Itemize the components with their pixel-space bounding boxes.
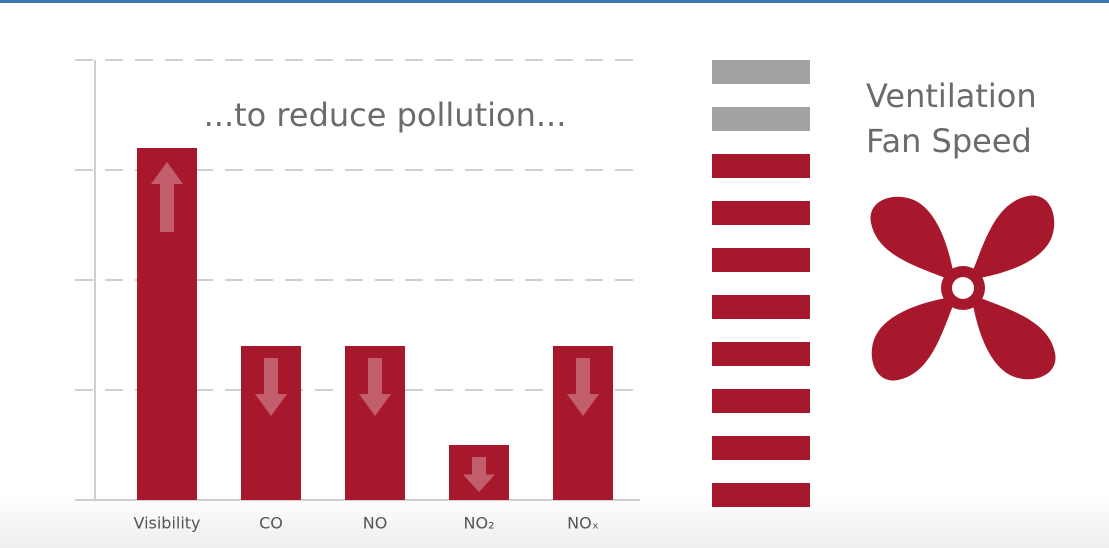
bar-arrow bbox=[359, 358, 391, 416]
bar-arrow bbox=[567, 358, 599, 416]
fan-icon bbox=[870, 195, 1056, 381]
x-tick-label: NO bbox=[363, 514, 388, 533]
bar bbox=[553, 346, 613, 500]
fan-speed-level bbox=[712, 60, 810, 84]
top-border bbox=[0, 0, 1109, 3]
fan-speed-title: Ventilation bbox=[866, 77, 1037, 115]
fan-speed-level bbox=[712, 107, 810, 131]
x-tick-label: NOₓ bbox=[567, 514, 599, 533]
fan-speed-level bbox=[712, 389, 810, 413]
fan-speed-level bbox=[712, 154, 810, 178]
fan-speed-level bbox=[712, 436, 810, 460]
fan-speed-level bbox=[712, 295, 810, 319]
bar-arrow bbox=[151, 162, 183, 232]
fan-speed-title: Fan Speed bbox=[866, 122, 1032, 160]
bar bbox=[345, 346, 405, 500]
bar-arrow bbox=[255, 358, 287, 416]
x-tick-label: NO₂ bbox=[464, 514, 495, 533]
x-tick-label: Visibility bbox=[133, 514, 200, 533]
fan-speed-level bbox=[712, 342, 810, 366]
fan-speed-level bbox=[712, 483, 810, 507]
bar bbox=[241, 346, 301, 500]
fan-speed-level bbox=[712, 201, 810, 225]
x-tick-label: CO bbox=[259, 514, 283, 533]
annotation: ...to reduce pollution... bbox=[204, 96, 567, 134]
bar bbox=[449, 445, 509, 500]
bar bbox=[137, 148, 197, 500]
bar-arrow bbox=[463, 457, 495, 492]
fan-speed-level bbox=[712, 248, 810, 272]
